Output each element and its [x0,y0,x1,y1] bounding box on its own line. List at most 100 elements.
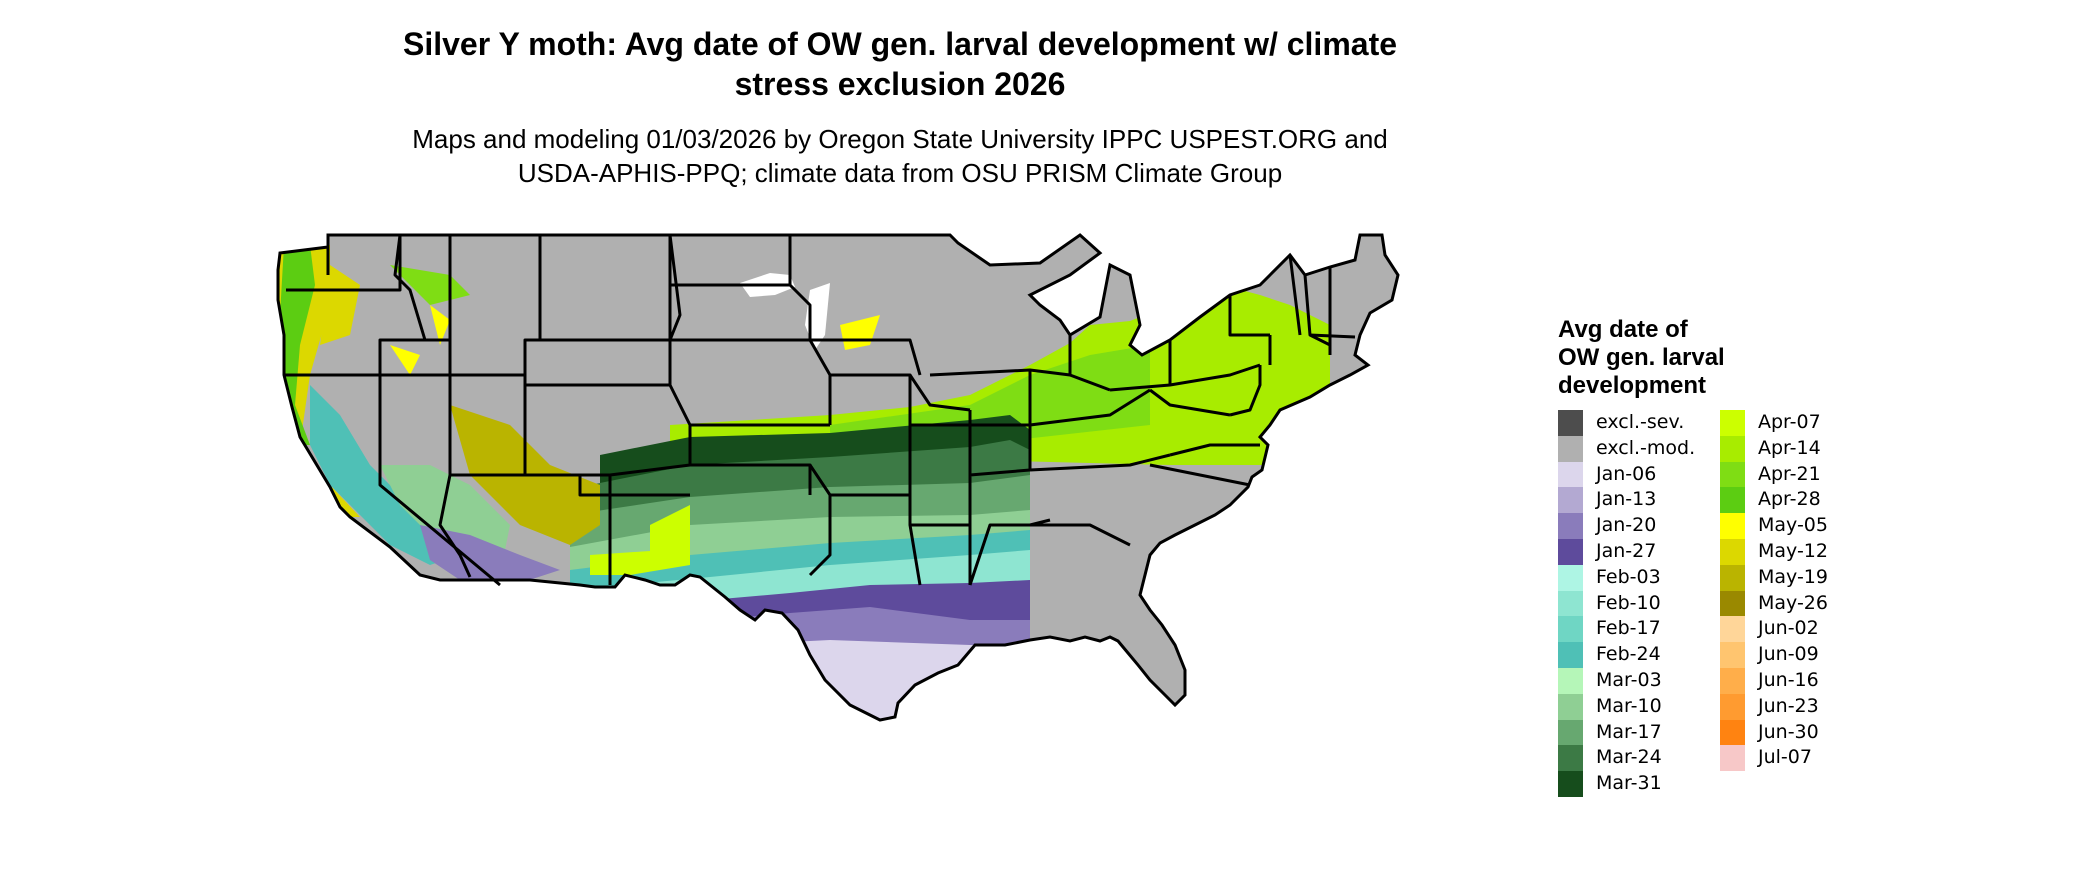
legend-swatch [1558,487,1583,514]
legend-label: Jan-06 [1596,462,1657,485]
legend-swatch [1720,435,1745,462]
legend-column-2: Apr-07 Apr-14 Apr-21 Apr-28 May-05 May-12 May-… [1720,410,1828,772]
legend-swatch [1720,616,1745,643]
legend-item: Jun-23 [1720,693,1828,720]
map-subtitle-line2: USDA-APHIS-PPQ; climate data from OSU PR… [517,158,1283,188]
legend-label: Feb-24 [1596,643,1661,666]
legend-title-line2: OW gen. larval [1558,344,1725,371]
legend-label: Jun-09 [1758,643,1819,666]
legend-label: Apr-21 [1758,462,1821,485]
legend-item: Feb-10 [1558,590,1695,617]
legend-item: excl.-mod. [1558,435,1696,462]
legend-item: Feb-03 [1558,564,1695,591]
legend-swatch [1720,564,1745,591]
legend-swatch [1558,513,1583,539]
legend-item: Jun-16 [1720,667,1828,694]
legend-label: Apr-07 [1758,411,1821,433]
legend-swatch [1558,667,1583,694]
legend-swatch [1720,719,1745,746]
map-title: Silver Y moth: Avg date of OW gen. larva… [300,24,1500,104]
legend-label: Jun-23 [1758,694,1819,717]
legend-swatch [1558,616,1583,643]
legend-label: Apr-14 [1758,436,1821,459]
legend-label: excl.-mod. [1596,436,1696,459]
legend-label: May-05 [1758,514,1828,537]
legend-swatch [1558,642,1583,668]
map-title-line1: Silver Y moth: Avg date of OW gen. larva… [402,26,1398,62]
legend-label: Jun-30 [1758,720,1819,743]
legend-title-line3: development [1558,372,1707,399]
legend-item: May-19 [1720,564,1828,591]
legend-label: Feb-03 [1596,565,1661,588]
legend-item: Feb-24 [1558,642,1695,668]
legend-swatch [1558,771,1583,797]
legend-item: May-05 [1720,513,1828,539]
legend-swatch [1720,461,1745,488]
legend-label: Jun-02 [1758,617,1819,640]
legend-item: Apr-07 [1720,410,1828,436]
legend-label: Jul-07 [1758,746,1812,769]
legend-item: excl.-sev. [1558,410,1695,436]
legend-column-1: excl.-sev. excl.-mod. Jan-06 Jan-13 Jan-20 Ja… [1558,410,1695,797]
legend-item: Jan-27 [1558,538,1695,565]
legend-item: May-26 [1720,590,1828,617]
legend-item: Apr-21 [1720,461,1828,488]
legend-label: May-12 [1758,539,1828,562]
legend-label: Jan-20 [1596,514,1657,537]
legend-label: Mar-10 [1596,694,1662,717]
legend-item: May-12 [1720,538,1828,565]
legend-swatch [1558,745,1583,772]
legend-swatch [1558,410,1583,436]
legend-swatch [1558,461,1583,488]
legend-swatch [1558,435,1583,462]
legend-label: May-19 [1758,565,1828,588]
map-title-line2: stress exclusion 2026 [734,66,1066,102]
legend-item: Jan-13 [1558,487,1695,514]
legend-swatch [1720,642,1745,668]
legend-title-line1: Avg date of [1558,316,1688,343]
legend-swatch [1558,693,1583,720]
legend-label: Mar-03 [1596,668,1662,691]
legend-item: Jun-02 [1720,616,1828,643]
legend-label: Mar-17 [1596,720,1662,743]
legend-label: Feb-17 [1596,617,1661,640]
map-subtitle-line1: Maps and modeling 01/03/2026 by Oregon S… [412,124,1388,154]
legend-swatch [1558,564,1583,591]
legend-swatch [1720,667,1745,694]
legend-item: Jun-09 [1720,642,1828,668]
legend-swatch [1720,745,1745,772]
legend-item: Jul-07 [1720,745,1828,772]
legend-item: Mar-17 [1558,719,1695,746]
legend-item: Mar-31 [1558,771,1695,797]
legend-swatch [1720,693,1745,720]
legend-swatch [1558,538,1583,565]
legend-label: Mar-31 [1596,772,1662,795]
legend-item: Jun-30 [1720,719,1828,746]
legend-label: Jan-13 [1596,488,1657,511]
legend-label: Apr-28 [1758,488,1821,511]
legend-swatch [1720,590,1745,617]
legend-item: Apr-28 [1720,487,1828,514]
legend-item: Mar-10 [1558,693,1695,720]
legend-label: Jun-16 [1758,668,1819,691]
us-map [276,233,1400,722]
legend-swatch [1720,513,1745,539]
legend-item: Apr-14 [1720,435,1828,462]
legend-item: Jan-20 [1558,513,1695,539]
legend-swatch [1720,538,1745,565]
legend-label: Feb-10 [1596,591,1661,614]
legend-item: Jan-06 [1558,461,1695,488]
legend-swatch [1720,410,1745,436]
legend-title: Avg date of OW gen. larval development [1558,316,1798,400]
legend-item: Mar-24 [1558,745,1695,772]
legend-swatch [1558,590,1583,617]
legend-label: Jan-27 [1596,539,1657,562]
legend-label: Mar-24 [1596,746,1662,769]
legend-label: excl.-sev. [1596,411,1685,433]
legend-swatch [1558,719,1583,746]
legend-item: Mar-03 [1558,667,1695,694]
legend-swatch [1720,487,1745,514]
legend-label: May-26 [1758,591,1828,614]
legend-item: Feb-17 [1558,616,1695,643]
map-subtitle: Maps and modeling 01/03/2026 by Oregon S… [300,122,1500,190]
